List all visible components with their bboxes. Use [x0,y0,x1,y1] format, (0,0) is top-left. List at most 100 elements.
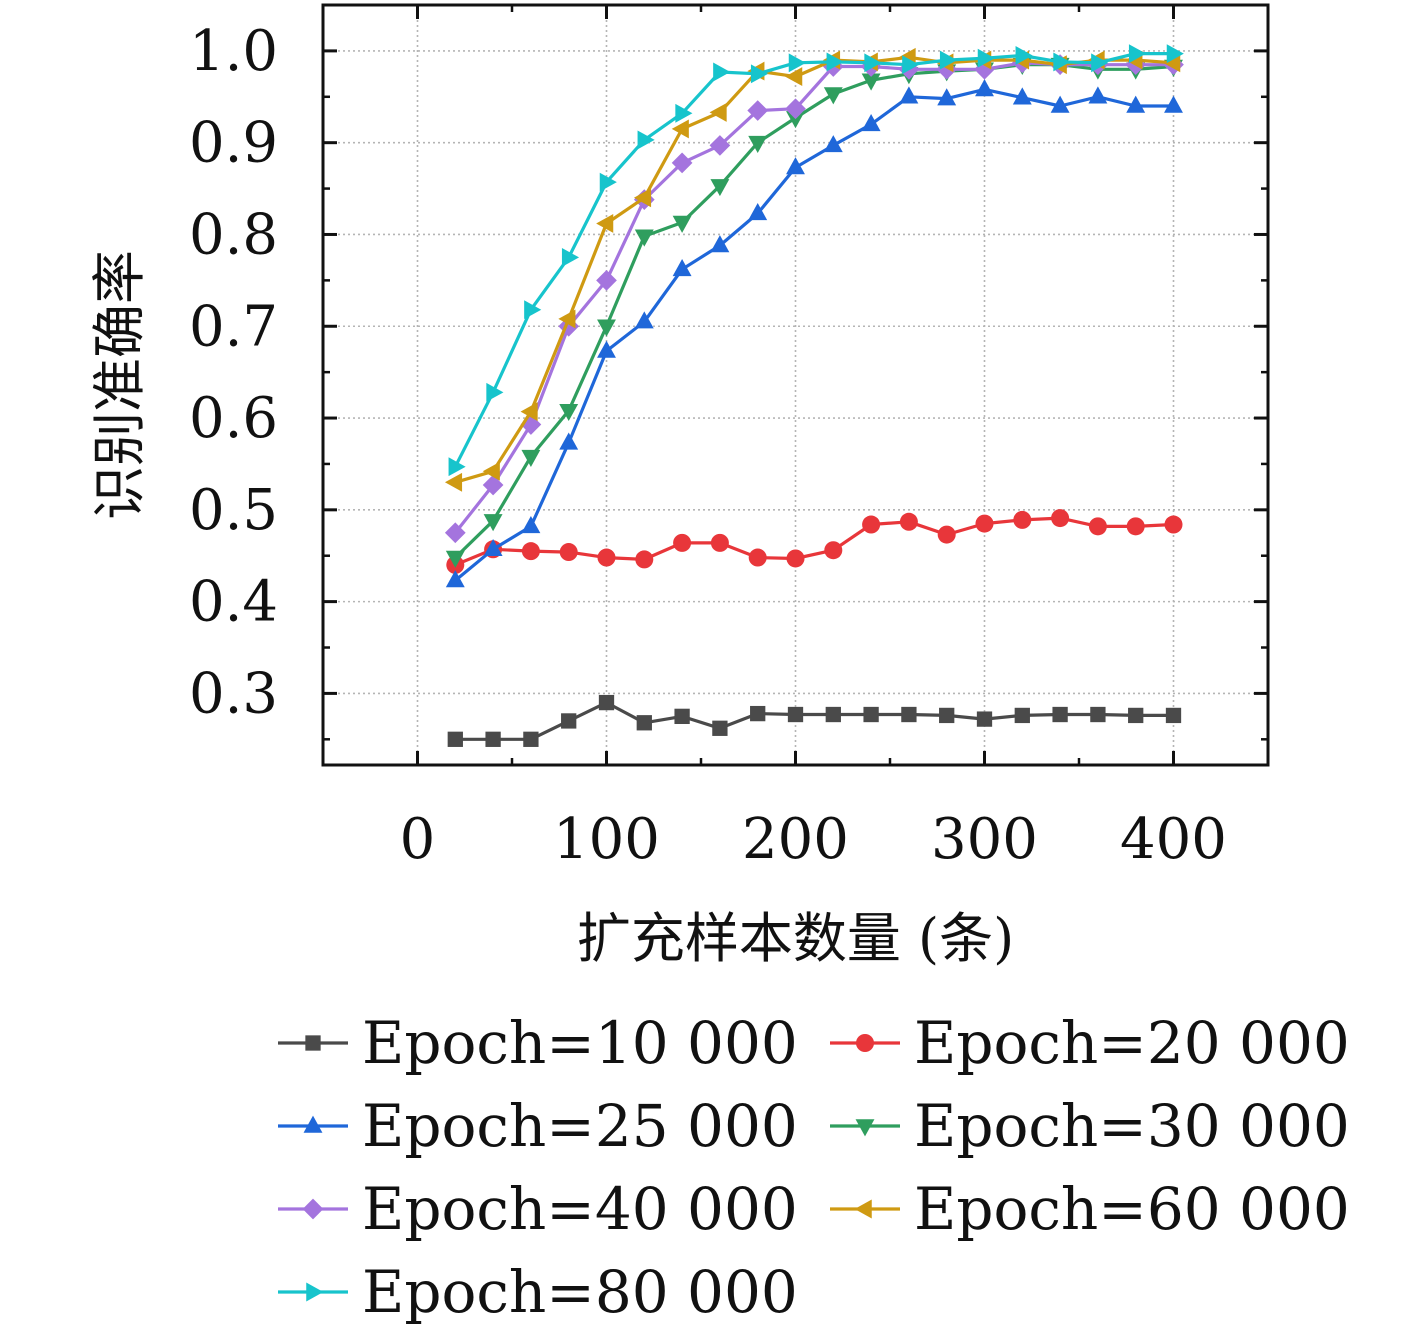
data-point [633,188,652,208]
series-2 [446,509,1183,574]
data-point [1090,706,1106,723]
data-point [636,715,652,731]
x-tick-label: 300 [931,807,1038,872]
data-point [713,62,731,82]
data-point [937,88,957,106]
legend-marker [302,1198,324,1220]
data-point [1088,517,1107,536]
data-point [596,270,617,291]
data-point [1128,44,1147,64]
data-point [1051,509,1070,528]
data-point [1164,95,1183,113]
data-point [597,319,616,337]
data-point [485,731,501,747]
legend-marker [306,1282,324,1302]
data-point [937,525,956,544]
y-tick-label: 0.7 [189,294,278,359]
series-line [454,63,1174,559]
legend-item: Epoch=25 000 [278,1092,798,1160]
data-point [558,309,576,329]
data-point [599,172,617,192]
data-point [786,111,805,129]
data-point [826,52,844,72]
data-point [1091,53,1109,73]
data-point [862,515,881,534]
axis-ticks: 0 100 200 300 400 0.3 0.4 0.5 0.6 0.7 0.8 0.9 1.0 [189,3,1270,872]
data-point [520,414,542,435]
data-point [635,550,654,569]
data-point [1088,86,1108,104]
data-point [482,461,500,481]
series-7 [448,44,1184,477]
y-tick-label: 0.8 [189,202,278,267]
y-tick-label: 0.4 [189,570,278,635]
data-point [1128,707,1144,724]
data-point [748,135,768,154]
data-point [1163,53,1181,73]
data-point [520,402,538,422]
legend-item: Epoch=40 000 [278,1175,798,1243]
data-point [671,152,693,174]
y-tick-label: 0.9 [189,111,278,176]
data-point [864,53,882,73]
grid-lines [323,5,1268,765]
data-point [673,533,692,552]
data-point [596,214,614,233]
legend-marker [305,1035,321,1051]
legend-item: Epoch=80 000 [278,1258,798,1326]
data-point [671,119,689,139]
data-point [448,457,466,477]
data-point [710,235,730,253]
legend-item: Epoch=20 000 [830,1009,1350,1077]
y-axis-title: 识别准确率 [88,250,151,520]
data-point [750,64,769,84]
data-point [447,731,463,747]
data-point [1053,52,1071,72]
x-tick-label: 0 [400,807,436,872]
data-point [482,474,504,496]
data-point [523,731,539,747]
legend-marker [855,1119,875,1137]
data-point [559,432,579,450]
data-point [1164,515,1183,534]
data-point [675,103,693,123]
data-point [634,229,654,247]
data-point [710,533,729,552]
y-tick-label: 1.0 [189,19,278,84]
data-point [559,403,579,422]
data-point [748,203,768,221]
legend-label: Epoch=10 000 [362,1009,798,1077]
data-point [1126,95,1146,113]
data-point [483,538,503,557]
data-point [939,50,958,70]
data-point [521,516,541,534]
data-point [1012,87,1032,105]
legend-marker [303,1115,323,1133]
series-1 [447,694,1182,747]
data-point [1126,517,1145,536]
data-point [524,300,542,320]
data-point [785,98,806,120]
data-point [901,706,917,723]
legend-marker [856,1034,874,1052]
data-point [936,58,958,80]
data-point [939,707,955,724]
data-point [861,113,881,132]
data-point [445,570,465,588]
data-point [521,542,540,561]
data-point [559,543,578,562]
series-line [454,87,1174,582]
legend: Epoch=10 000 Epoch=20 000 Epoch=25 000 Epoc… [278,1009,1350,1326]
data-point [444,472,463,492]
series-4 [445,57,1183,568]
x-axis-title: 扩充样本数量 (条) [577,907,1014,970]
data-point [637,130,655,150]
data-point [1052,706,1068,723]
series-layer [444,44,1184,747]
data-point [786,549,805,568]
data-point [598,694,615,711]
data-point [861,73,881,91]
data-point [1015,46,1033,65]
data-point [674,708,690,725]
